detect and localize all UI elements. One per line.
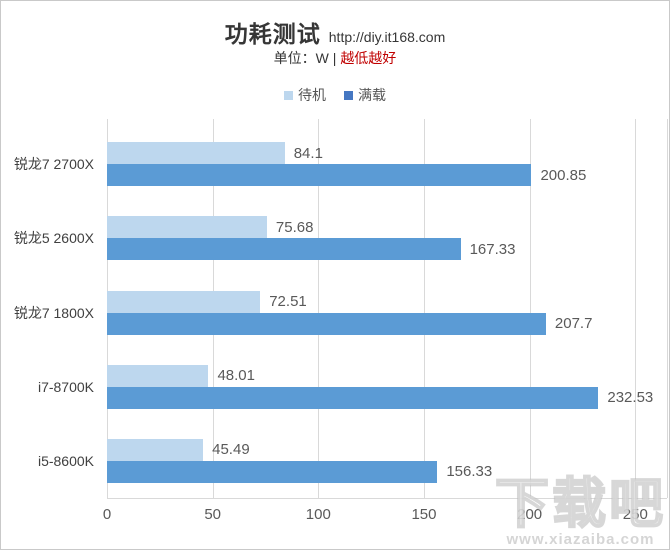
bar-line-full-load: 232.53 bbox=[107, 386, 667, 409]
bar-group: 75.68 167.33 bbox=[107, 201, 667, 275]
bar-value-label: 75.68 bbox=[275, 218, 314, 236]
bar-group: 84.1 200.85 bbox=[107, 127, 667, 201]
bar-line-standby: 84.1 bbox=[107, 142, 667, 165]
legend-item-full-load: 满载 bbox=[344, 85, 386, 105]
gridline bbox=[667, 119, 668, 498]
bar-line-full-load: 200.85 bbox=[107, 164, 667, 187]
category-label: 锐龙7 1800X bbox=[13, 304, 94, 321]
x-tick-label: 50 bbox=[204, 506, 221, 523]
title-line: 功耗测试 http://diy.it168.com bbox=[1, 15, 669, 49]
bar-line-standby: 45.49 bbox=[107, 438, 667, 461]
gridline bbox=[423, 119, 425, 498]
bar-standby bbox=[107, 364, 209, 387]
legend-label-standby: 待机 bbox=[298, 87, 326, 103]
legend-marker-full-load bbox=[344, 90, 353, 100]
bar-full-load bbox=[107, 312, 546, 335]
bar-value-label: 167.33 bbox=[469, 240, 516, 258]
bar-value-label: 156.33 bbox=[446, 463, 493, 481]
bar-value-label: 200.85 bbox=[540, 166, 587, 184]
bar-line-standby: 72.51 bbox=[107, 290, 667, 313]
category-label: 锐龙7 2700X bbox=[13, 156, 94, 173]
bar-standby bbox=[107, 438, 204, 461]
watermark-url: www.xiazaiba.com bbox=[506, 531, 655, 548]
x-tick-label: 150 bbox=[411, 506, 437, 523]
x-tick-label: 250 bbox=[622, 506, 648, 523]
category-label: i7-8700K bbox=[37, 378, 94, 395]
bar-standby bbox=[107, 142, 285, 165]
gridline bbox=[318, 119, 320, 498]
bar-value-label: 232.53 bbox=[607, 389, 654, 407]
bar-full-load bbox=[107, 164, 532, 187]
bar-full-load bbox=[107, 238, 461, 261]
bar-standby bbox=[107, 290, 261, 313]
bar-standby bbox=[107, 216, 267, 239]
page-title: 功耗测试 bbox=[224, 21, 321, 47]
plot-area: 84.1 200.85 75.68 167.33 72.51 207.7 48.01 232.… bbox=[107, 119, 668, 499]
bar-line-standby: 75.68 bbox=[107, 216, 667, 239]
bar-full-load bbox=[107, 460, 438, 483]
legend: 待机 满载 bbox=[1, 85, 669, 105]
category-label: 锐龙5 2600X bbox=[13, 230, 94, 247]
bar-group: 72.51 207.7 bbox=[107, 275, 667, 349]
bar-value-label: 45.49 bbox=[212, 441, 250, 459]
x-tick-label: 200 bbox=[517, 506, 543, 523]
legend-label-full-load: 满载 bbox=[358, 87, 386, 103]
source-url: http://diy.it168.com bbox=[328, 29, 446, 45]
bar-line-full-load: 156.33 bbox=[107, 460, 667, 483]
unit-label: 单位：W | bbox=[273, 50, 341, 66]
x-tick-label: 100 bbox=[305, 506, 331, 523]
x-tick-label: 0 bbox=[102, 506, 112, 523]
bar-line-full-load: 207.7 bbox=[107, 312, 667, 335]
bar-value-label: 48.01 bbox=[217, 367, 255, 385]
bar-value-label: 72.51 bbox=[269, 293, 307, 310]
bar-group: 45.49 156.33 bbox=[107, 424, 667, 498]
gridline bbox=[529, 119, 531, 498]
legend-item-standby: 待机 bbox=[284, 85, 326, 105]
legend-marker-standby bbox=[284, 90, 293, 100]
bar-line-standby: 48.01 bbox=[107, 364, 667, 387]
bar-value-label: 84.1 bbox=[293, 144, 323, 162]
category-label: i5-8600K bbox=[37, 452, 94, 469]
gridline bbox=[635, 119, 637, 498]
bar-group: 48.01 232.53 bbox=[107, 350, 667, 424]
better-direction-note: 越低越好 bbox=[340, 50, 397, 66]
bar-full-load bbox=[107, 386, 599, 409]
bar-value-label: 207.7 bbox=[554, 315, 593, 332]
category-axis: 锐龙7 2700X 锐龙5 2600X 锐龙7 1800X i7-8700K i5-86… bbox=[1, 127, 101, 498]
bar-line-full-load: 167.33 bbox=[107, 238, 667, 261]
bar-rows: 84.1 200.85 75.68 167.33 72.51 207.7 48.01 232.… bbox=[107, 127, 667, 498]
x-axis: 0 50 100 150 200 250 bbox=[103, 506, 667, 528]
subtitle-line: 单位：W | 越低越好 bbox=[1, 48, 669, 68]
